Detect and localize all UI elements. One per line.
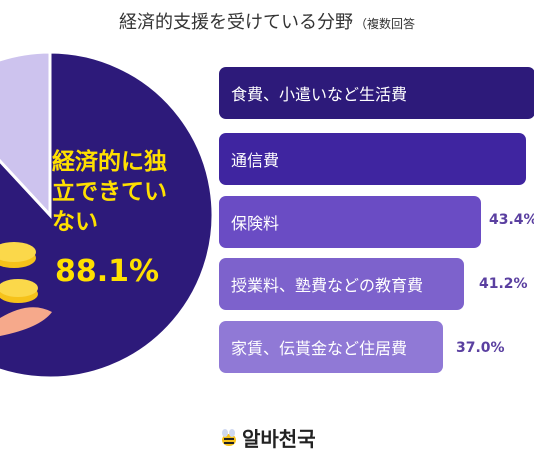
bee-icon [222, 428, 236, 446]
chart-subtitle: （複数回答 [354, 17, 415, 31]
pie-slice-1 [0, 50, 52, 219]
bar-label-0: 食費、小遣いなど生活費 [231, 85, 408, 104]
brand-logo: 알바천국 [218, 423, 316, 452]
bar-value-2: 43.4% [489, 212, 534, 228]
bar-label-2: 保険料 [231, 214, 280, 233]
bar-label-4: 家賃、伝貰金など住居費 [231, 339, 408, 358]
bar-3: 授業料、塾費などの教育費 [219, 258, 464, 310]
bar-1: 通信費 [219, 133, 526, 185]
pie-value-label: 88.1% [55, 254, 160, 289]
bar-label-1: 通信費 [231, 151, 280, 170]
pie-slice-0 [0, 50, 215, 380]
bar-0: 食費、小遣いなど生活費 [219, 67, 534, 119]
bar-2: 保険料 [219, 196, 481, 248]
logo-text: 알바천국 [242, 427, 316, 451]
bar-value-4: 37.0% [456, 340, 505, 356]
bar-value-3: 41.2% [479, 276, 528, 292]
bar-4: 家賃、伝貰金など住居費 [219, 321, 443, 373]
chart-title: 経済的支援を受けている分野 （複数回答 [0, 8, 534, 34]
bar-label-3: 授業料、塾費などの教育費 [231, 276, 424, 295]
chart-title-main: 経済的支援を受けている分野 [118, 12, 353, 33]
coin-hand-illustration [0, 242, 52, 336]
pie-slice-label: 経済的に独立できていない [52, 149, 167, 235]
